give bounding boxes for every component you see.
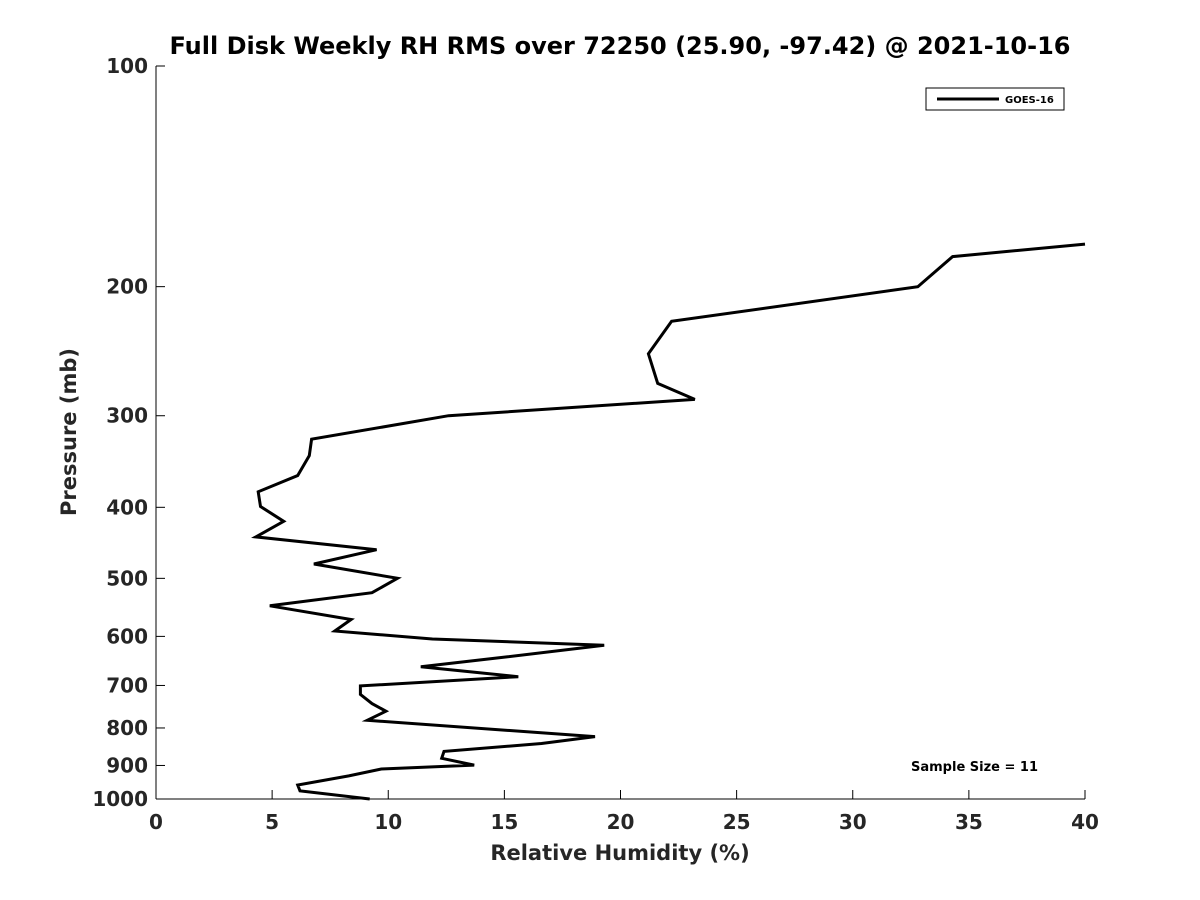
x-tick-label: 0 bbox=[149, 810, 163, 834]
series-line-goes16 bbox=[251, 242, 1086, 801]
legend: GOES-16 bbox=[925, 87, 1065, 111]
y-tick-label: 900 bbox=[106, 753, 148, 777]
x-tick-label: 30 bbox=[839, 810, 867, 834]
sample-size-annotation: Sample Size = 11 bbox=[911, 760, 1038, 775]
x-tick-label: 40 bbox=[1071, 810, 1099, 834]
y-tick-label: 700 bbox=[106, 673, 148, 697]
y-tick-label: 300 bbox=[106, 404, 148, 428]
chart-title: Full Disk Weekly RH RMS over 72250 (25.9… bbox=[169, 32, 1070, 60]
y-tick-label: 1000 bbox=[92, 787, 148, 811]
x-tick-label: 10 bbox=[374, 810, 402, 834]
y-axis-label: Pressure (mb) bbox=[57, 348, 81, 516]
x-axis-label: Relative Humidity (%) bbox=[490, 841, 749, 865]
y-tick-label: 600 bbox=[106, 624, 148, 648]
y-tick-label: 100 bbox=[106, 54, 148, 78]
y-tick-label: 400 bbox=[106, 495, 148, 519]
y-tick-label: 800 bbox=[106, 716, 148, 740]
y-tick-label: 200 bbox=[106, 275, 148, 299]
series-layer bbox=[251, 242, 1086, 801]
legend-label-goes16: GOES-16 bbox=[1005, 95, 1054, 106]
plot-area-frame bbox=[156, 66, 1085, 799]
x-tick-label: 20 bbox=[607, 810, 635, 834]
x-axis-ticks: 0 5 10 15 20 25 30 35 40 bbox=[149, 790, 1099, 834]
x-tick-label: 25 bbox=[723, 810, 751, 834]
x-tick-label: 5 bbox=[265, 810, 279, 834]
x-tick-label: 35 bbox=[955, 810, 983, 834]
y-tick-label: 500 bbox=[106, 566, 148, 590]
y-axis-ticks: 100 200 300 400 500 600 700 800 900 1000 bbox=[92, 54, 165, 811]
x-tick-label: 15 bbox=[490, 810, 518, 834]
